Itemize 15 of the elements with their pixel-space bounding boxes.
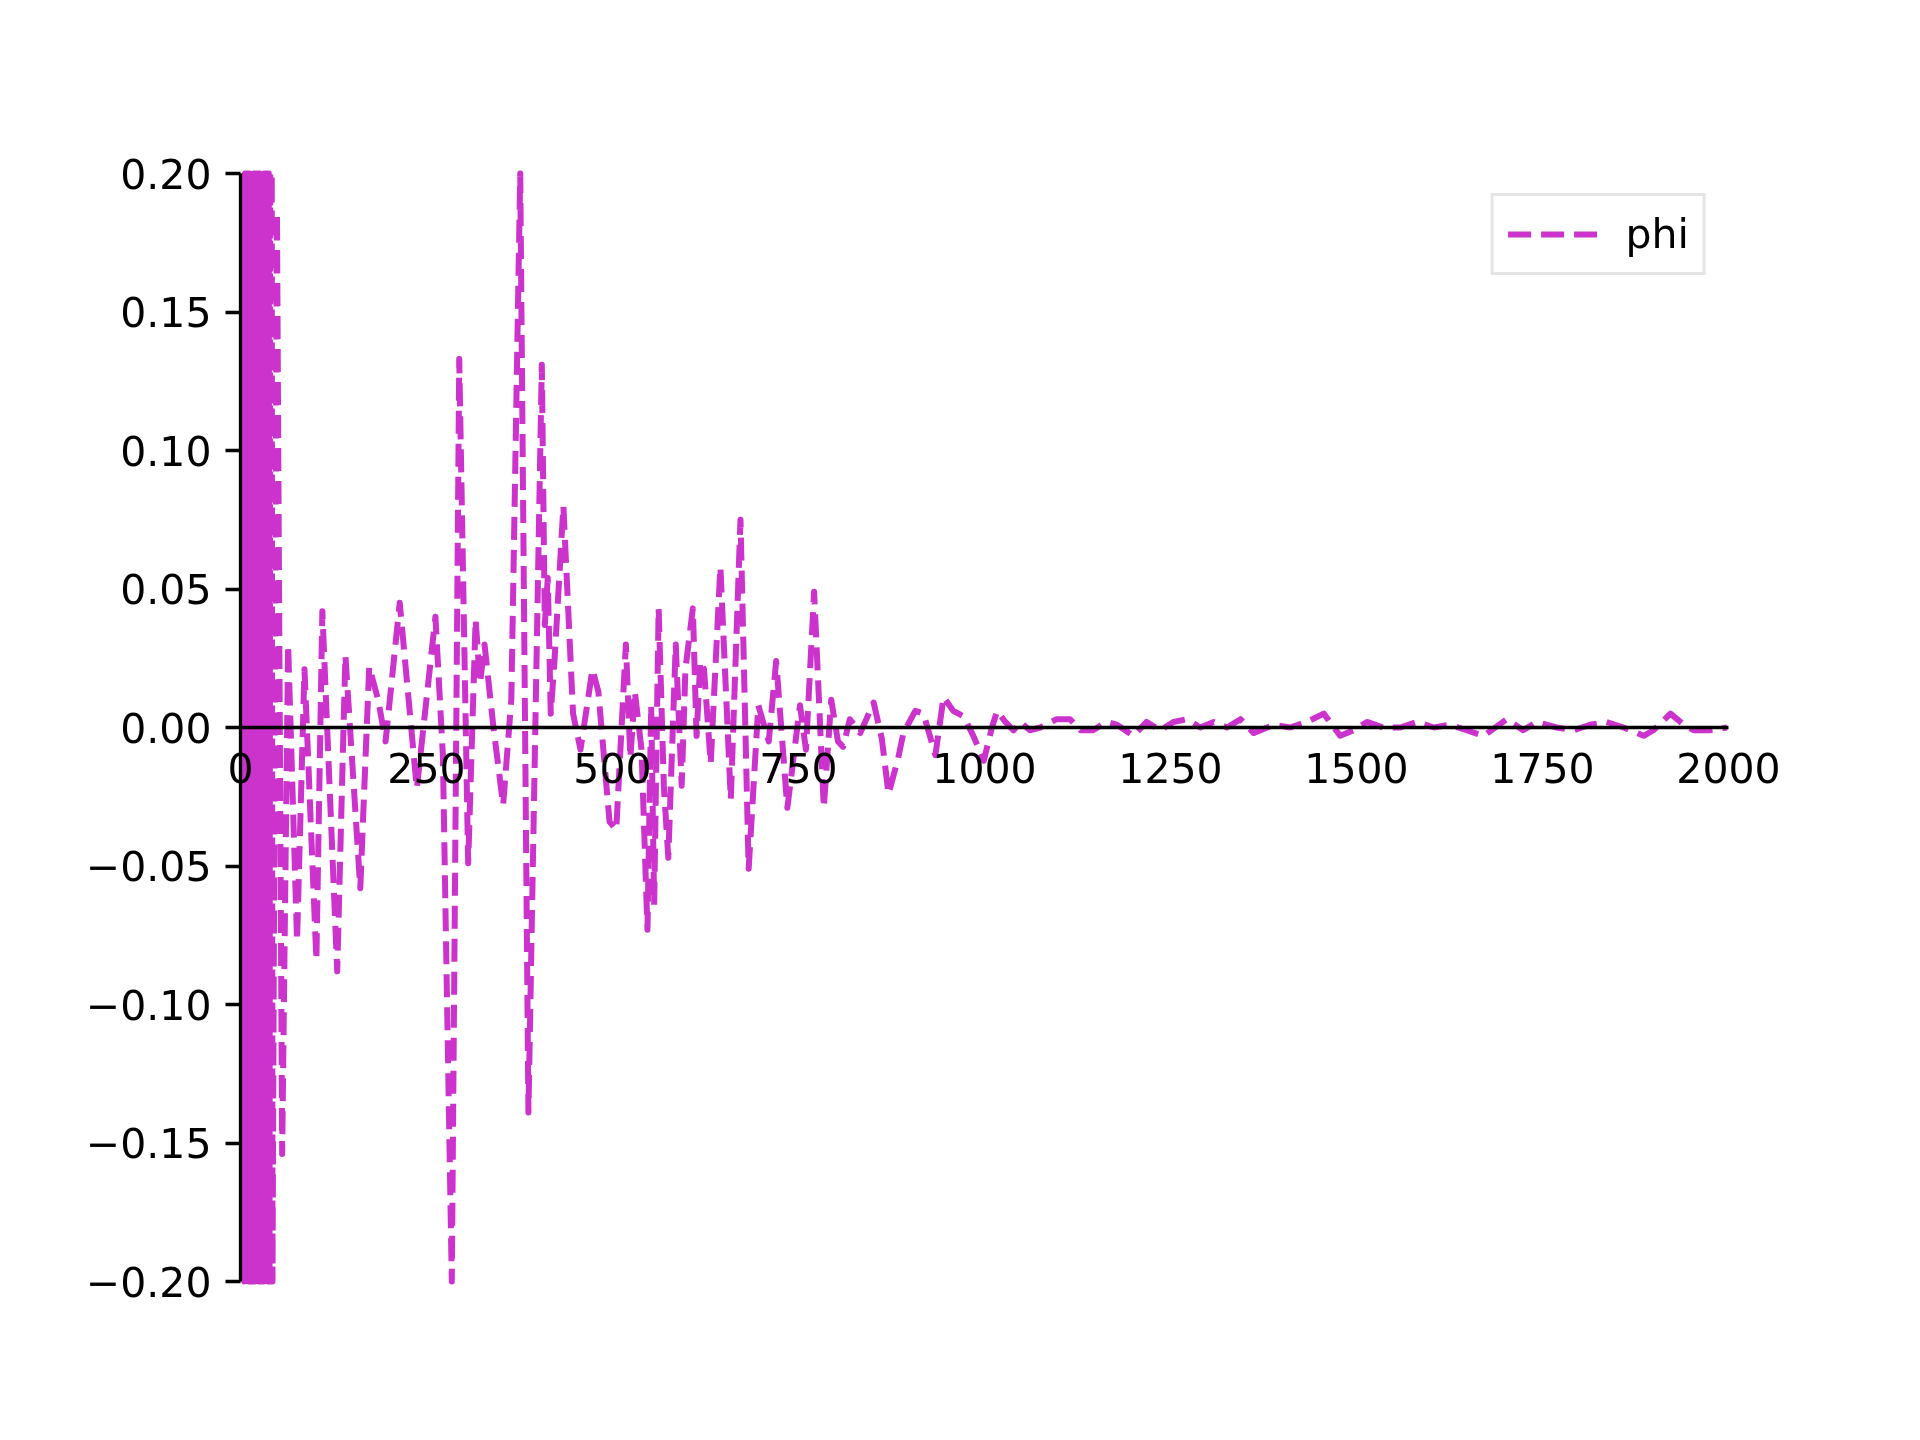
legend-label: phi <box>1625 210 1689 258</box>
y-tick-label: 0.20 <box>120 150 212 199</box>
y-tick-label: −0.15 <box>85 1120 212 1168</box>
x-tick-label: 1500 <box>1304 744 1409 793</box>
y-tick-label: 0.10 <box>120 427 212 476</box>
x-tick-label: 1750 <box>1490 744 1595 793</box>
x-tick-label: 1250 <box>1118 744 1223 793</box>
y-tick-label: −0.05 <box>85 843 212 891</box>
y-tick-label: −0.10 <box>85 981 212 1030</box>
y-tick-label: 0.00 <box>120 704 212 753</box>
y-tick-label: −0.20 <box>85 1258 212 1307</box>
y-tick-label: 0.15 <box>120 289 212 337</box>
x-tick-label: 1000 <box>932 744 1037 793</box>
y-tick-label: 0.05 <box>120 566 212 614</box>
x-tick-label: 2000 <box>1676 744 1781 793</box>
